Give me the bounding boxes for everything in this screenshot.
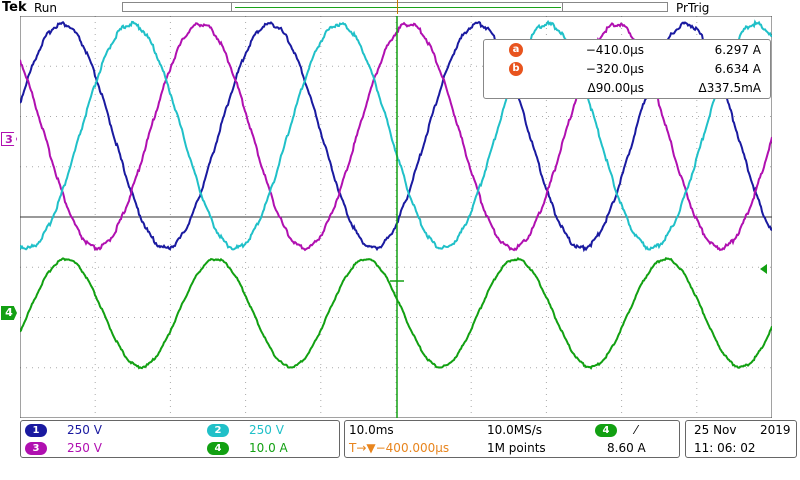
sample-rate: 10.0MS/s xyxy=(487,423,542,437)
channel-3-badge[interactable]: 3 xyxy=(25,442,47,455)
channel-1-scale[interactable]: 250 V xyxy=(67,423,102,437)
top-status-bar: Tek Run PrTrig xyxy=(0,0,800,16)
channel-4-ground-marker[interactable]: 4 xyxy=(1,306,17,320)
channel-2-badge[interactable]: 2 xyxy=(207,424,229,437)
brand-logo: Tek xyxy=(2,0,27,15)
datetime-panel: 25 Nov 2019 11: 06: 02 xyxy=(685,420,797,458)
channel-3-scale[interactable]: 250 V xyxy=(67,441,102,455)
channel-3-ground-marker[interactable]: 3 xyxy=(1,132,17,146)
trigger-level[interactable]: 8.60 A xyxy=(607,441,646,455)
channel-scale-panel: 1 250 V 2 250 V 3 250 V 4 10.0 A xyxy=(20,420,340,458)
cursor-delta-value: Δ337.5mA xyxy=(698,81,761,95)
clock-time: 11: 06: 02 xyxy=(694,441,756,455)
record-length[interactable]: 1M points xyxy=(487,441,546,455)
record-trace-line xyxy=(235,7,561,8)
acquisition-state: Run xyxy=(34,1,58,15)
horizontal-position[interactable]: T→▼−400.000µs xyxy=(349,441,450,455)
cursor-b-row: b −320.0µs 6.634 A xyxy=(484,60,770,78)
trigger-slope-icon[interactable]: ⁄ xyxy=(635,423,638,437)
cursor-a-row: a −410.0µs 6.297 A xyxy=(484,41,770,59)
trigger-position-marker[interactable] xyxy=(397,0,398,14)
cursor-a-icon: a xyxy=(509,43,523,57)
channel-4-badge[interactable]: 4 xyxy=(207,442,229,455)
cursor-b-value: 6.634 A xyxy=(714,62,761,76)
channel-4-scale[interactable]: 10.0 A xyxy=(249,441,288,455)
trigger-level-icon[interactable] xyxy=(760,264,767,274)
channel-4-waveform xyxy=(20,256,772,370)
time-per-division[interactable]: 10.0ms xyxy=(349,423,394,437)
bottom-status-bar: 1 250 V 2 250 V 3 250 V 4 10.0 A 10.0ms … xyxy=(0,418,800,480)
cursor-delta-time: Δ90.00µs xyxy=(587,81,644,95)
year: 2019 xyxy=(760,423,791,437)
cursor-delta-row: Δ90.00µs Δ337.5mA xyxy=(484,79,770,97)
channel-1-badge[interactable]: 1 xyxy=(25,424,47,437)
cursor-readout-panel: a −410.0µs 6.297 A b −320.0µs 6.634 A Δ9… xyxy=(483,39,771,99)
cursor-b-time: −320.0µs xyxy=(585,62,644,76)
cursor-a-value: 6.297 A xyxy=(714,43,761,57)
cursor-b-icon: b xyxy=(509,62,523,76)
trigger-source-badge[interactable]: 4 xyxy=(595,424,617,437)
cursor-a-time: −410.0µs xyxy=(585,43,644,57)
trigger-status: PrTrig xyxy=(676,1,710,15)
timebase-panel: 10.0ms 10.0MS/s T→▼−400.000µs 1M points … xyxy=(344,420,680,458)
channel-2-scale[interactable]: 250 V xyxy=(249,423,284,437)
channel-2-waveform xyxy=(20,19,772,251)
date: 25 Nov xyxy=(694,423,737,437)
